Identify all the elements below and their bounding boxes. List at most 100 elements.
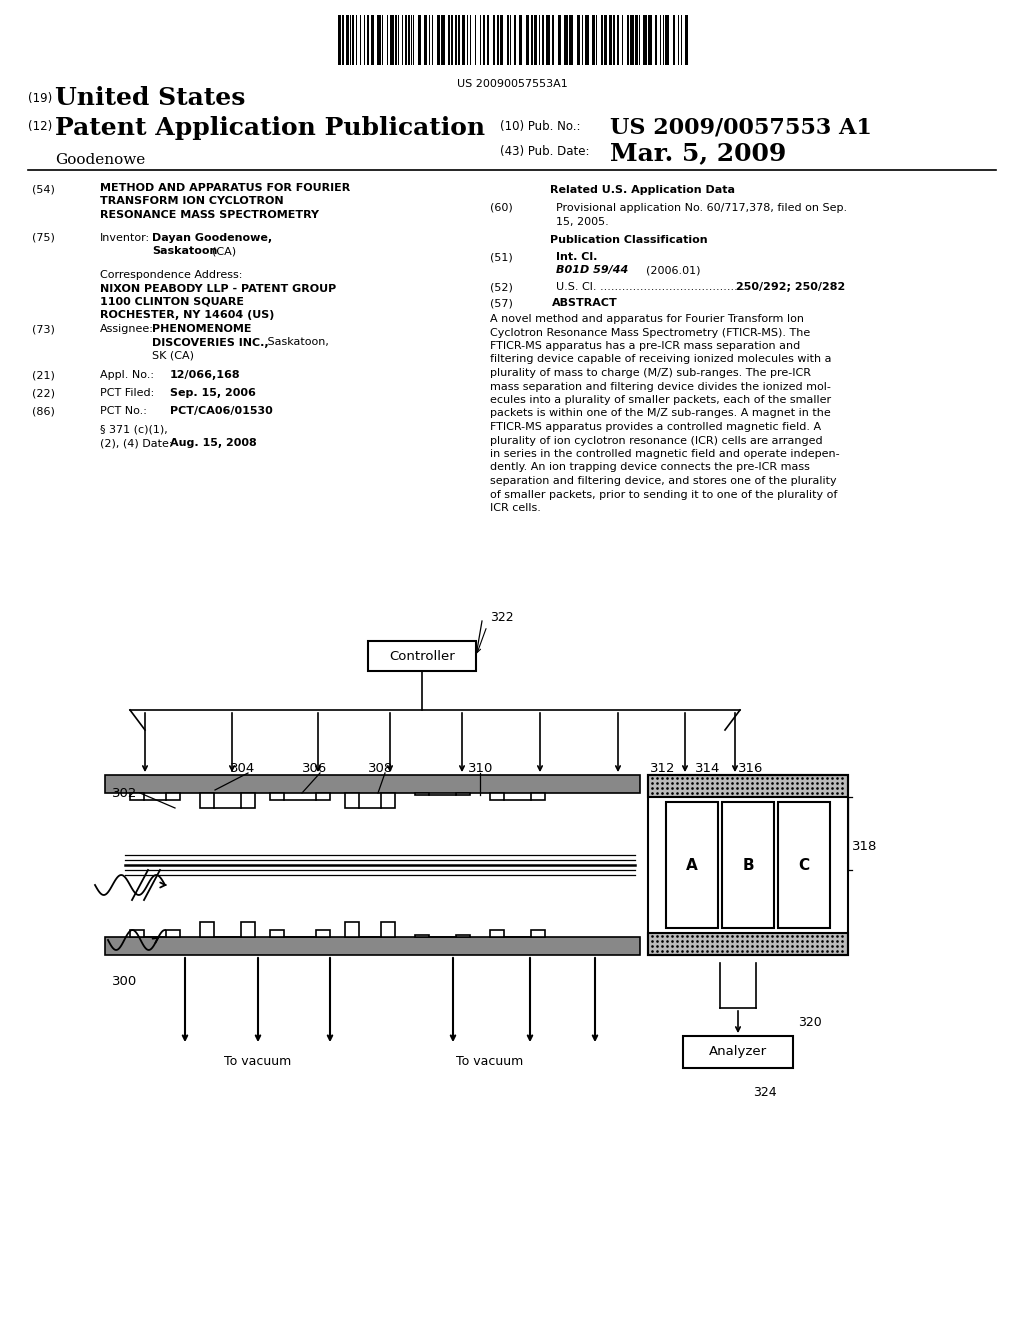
Bar — [200, 793, 214, 808]
Bar — [552, 15, 554, 65]
Bar — [316, 931, 330, 937]
Text: 314: 314 — [695, 762, 720, 775]
Bar — [487, 15, 489, 65]
Bar — [408, 15, 410, 65]
Bar — [507, 15, 509, 65]
Bar — [241, 921, 255, 937]
Text: Mar. 5, 2009: Mar. 5, 2009 — [610, 141, 786, 165]
Bar — [241, 793, 255, 808]
Text: 250/292; 250/282: 250/292; 250/282 — [736, 282, 845, 292]
Bar — [345, 793, 359, 808]
Bar — [395, 15, 397, 65]
Bar — [130, 931, 144, 937]
Bar — [609, 15, 612, 65]
Bar — [585, 15, 589, 65]
Text: Analyzer: Analyzer — [709, 1045, 767, 1059]
Bar — [455, 15, 457, 65]
Text: Saskatoon: Saskatoon — [152, 247, 217, 256]
Text: packets is within one of the M/Z sub-ranges. A magnet in the: packets is within one of the M/Z sub-ran… — [490, 408, 830, 418]
Bar — [270, 793, 284, 800]
Bar — [406, 15, 407, 65]
Bar — [531, 793, 545, 800]
Text: in series in the controlled magnetic field and operate indepen-: in series in the controlled magnetic fie… — [490, 449, 840, 459]
Text: B: B — [742, 858, 754, 873]
Bar — [500, 15, 503, 65]
Bar — [490, 931, 504, 937]
Bar — [685, 15, 688, 65]
Bar — [673, 15, 675, 65]
Text: (22): (22) — [32, 388, 55, 399]
Text: (52): (52) — [490, 282, 513, 292]
Bar — [643, 15, 647, 65]
Bar — [166, 793, 180, 800]
Text: 316: 316 — [738, 762, 763, 775]
Bar — [627, 15, 629, 65]
Text: 310: 310 — [468, 762, 494, 775]
Text: U.S. Cl. ........................................: U.S. Cl. ...............................… — [556, 282, 745, 292]
Text: Inventor:: Inventor: — [100, 234, 151, 243]
Text: PCT No.:: PCT No.: — [100, 407, 146, 416]
Bar — [519, 15, 522, 65]
Bar — [381, 793, 395, 808]
Bar — [377, 15, 381, 65]
Bar — [683, 1036, 793, 1068]
Text: US 20090057553A1: US 20090057553A1 — [457, 79, 567, 88]
Text: To vacuum: To vacuum — [224, 1055, 292, 1068]
Bar — [451, 15, 453, 65]
Text: (60): (60) — [490, 203, 513, 213]
Text: (10) Pub. No.:: (10) Pub. No.: — [500, 120, 581, 133]
Bar — [345, 921, 359, 937]
Text: (43) Pub. Date:: (43) Pub. Date: — [500, 145, 590, 158]
Text: (CA): (CA) — [212, 247, 237, 256]
Text: 12/066,168: 12/066,168 — [170, 370, 241, 380]
Text: Assignee:: Assignee: — [100, 323, 154, 334]
Text: To vacuum: To vacuum — [457, 1055, 523, 1068]
Text: ABSTRACT: ABSTRACT — [552, 298, 617, 308]
Bar — [617, 15, 618, 65]
Text: (73): (73) — [32, 323, 55, 334]
Bar — [497, 15, 499, 65]
Text: (12): (12) — [28, 120, 52, 133]
Bar — [342, 15, 344, 65]
Text: Goodenowe: Goodenowe — [55, 153, 145, 168]
Text: C: C — [799, 858, 810, 873]
Text: 300: 300 — [112, 975, 137, 987]
Text: B01D 59/44: B01D 59/44 — [556, 265, 629, 276]
Text: Controller: Controller — [389, 649, 455, 663]
Text: separation and filtering device, and stores one of the plurality: separation and filtering device, and sto… — [490, 477, 837, 486]
Bar — [368, 642, 476, 671]
Text: plurality of mass to charge (M/Z) sub-ranges. The pre-ICR: plurality of mass to charge (M/Z) sub-ra… — [490, 368, 811, 378]
Text: Related U.S. Application Data: Related U.S. Application Data — [550, 185, 735, 195]
Bar — [346, 15, 349, 65]
Text: (2006.01): (2006.01) — [646, 265, 700, 276]
Bar — [338, 15, 341, 65]
Text: of smaller packets, prior to sending it to one of the plurality of: of smaller packets, prior to sending it … — [490, 490, 838, 499]
Text: A novel method and apparatus for Fourier Transform Ion: A novel method and apparatus for Fourier… — [490, 314, 804, 323]
Bar — [105, 775, 640, 793]
Bar — [648, 775, 848, 797]
Bar — [270, 931, 284, 937]
Text: filtering device capable of receiving ionized molecules with a: filtering device capable of receiving io… — [490, 355, 831, 364]
Bar — [601, 15, 603, 65]
Bar — [352, 15, 354, 65]
Bar — [778, 803, 830, 928]
Bar — [415, 935, 429, 937]
Text: 302: 302 — [112, 787, 137, 800]
Text: Dayan Goodenowe,: Dayan Goodenowe, — [152, 234, 272, 243]
Text: (19): (19) — [28, 92, 52, 106]
Bar — [390, 15, 394, 65]
Text: ecules into a plurality of smaller packets, each of the smaller: ecules into a plurality of smaller packe… — [490, 395, 831, 405]
Bar — [456, 935, 470, 937]
Text: RESONANCE MASS SPECTROMETRY: RESONANCE MASS SPECTROMETRY — [100, 210, 319, 220]
Text: Publication Classification: Publication Classification — [550, 235, 708, 246]
Bar — [558, 15, 561, 65]
Bar — [367, 15, 369, 65]
Bar — [514, 15, 516, 65]
Text: NIXON PEABODY LLP - PATENT GROUP: NIXON PEABODY LLP - PATENT GROUP — [100, 284, 336, 293]
Bar — [564, 15, 568, 65]
Text: United States: United States — [55, 86, 246, 110]
Text: 306: 306 — [302, 762, 328, 775]
Text: (75): (75) — [32, 234, 55, 243]
Text: 320: 320 — [798, 1016, 821, 1030]
Bar — [493, 15, 495, 65]
